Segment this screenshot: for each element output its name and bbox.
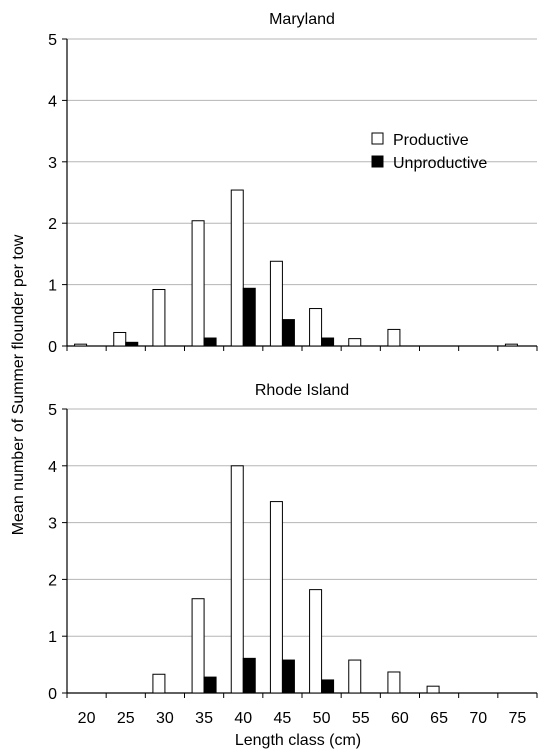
bar-productive (152, 673, 166, 694)
y-tick-label: 2 (48, 216, 57, 233)
legend-swatch (371, 155, 384, 168)
y-tick-label: 2 (48, 572, 57, 589)
bar-productive (191, 598, 205, 694)
bar-unproductive (321, 679, 335, 694)
x-tick-label: 75 (509, 710, 527, 727)
y-tick-label: 0 (48, 686, 57, 703)
y-tick-label: 4 (48, 93, 57, 110)
x-tick-label: 25 (117, 710, 135, 727)
panel-1: Maryland 0 1 2 3 4 5 (48, 11, 538, 356)
legend-label: Unproductive (393, 155, 487, 172)
bar-unproductive (321, 337, 335, 347)
legend: Productive Unproductive (371, 132, 487, 172)
y-tick-label: 0 (48, 339, 57, 356)
panel-title: Rhode Island (255, 382, 349, 399)
bar-unproductive (125, 341, 139, 347)
x-tick-label: 60 (391, 710, 409, 727)
bar-productive (387, 328, 401, 347)
bar-productive (348, 338, 362, 347)
x-tick-label: 30 (156, 710, 174, 727)
panel-title: Maryland (269, 11, 335, 28)
bar-productive (348, 659, 362, 694)
x-tick-label: 40 (234, 710, 252, 727)
bar-unproductive (281, 659, 295, 694)
y-tick-label: 1 (48, 278, 57, 295)
bar-unproductive (242, 657, 256, 694)
bar-productive (152, 289, 166, 347)
bar-productive (230, 465, 244, 694)
y-tick-label: 4 (48, 459, 57, 476)
bar-productive (504, 343, 518, 347)
bar-unproductive (281, 319, 295, 347)
bar-productive (113, 331, 127, 347)
x-axis-title: Length class (cm) (235, 732, 361, 749)
legend-swatch (371, 132, 384, 145)
y-tick-label: 3 (48, 155, 57, 172)
y-tick-label: 5 (48, 32, 57, 49)
y-axis-title: Mean number of Summer flounder per tow (10, 234, 27, 535)
bar-unproductive (203, 676, 217, 694)
y-tick-label: 1 (48, 629, 57, 646)
legend-item: Unproductive (371, 155, 487, 172)
x-tick-label: 45 (274, 710, 292, 727)
bar-productive (230, 189, 244, 347)
bar-productive (387, 671, 401, 694)
bar-productive (74, 343, 88, 347)
bar-productive (309, 308, 323, 347)
x-tick-label: 65 (430, 710, 448, 727)
bar-productive (269, 260, 283, 347)
x-tick-label: 35 (195, 710, 213, 727)
bar-unproductive (242, 287, 256, 347)
y-tick-label: 3 (48, 516, 57, 533)
y-tick-label: 5 (48, 402, 57, 419)
bar-productive (191, 220, 205, 347)
x-tick-label: 70 (469, 710, 487, 727)
bar-productive (269, 501, 283, 694)
legend-label: Productive (393, 132, 469, 149)
legend-item: Productive (371, 132, 469, 149)
x-tick-label: 50 (313, 710, 331, 727)
bar-productive (426, 685, 440, 694)
x-tick-label: 20 (78, 710, 96, 727)
x-tick-label: 55 (352, 710, 370, 727)
bar-unproductive (203, 337, 217, 347)
bar-productive (309, 589, 323, 694)
